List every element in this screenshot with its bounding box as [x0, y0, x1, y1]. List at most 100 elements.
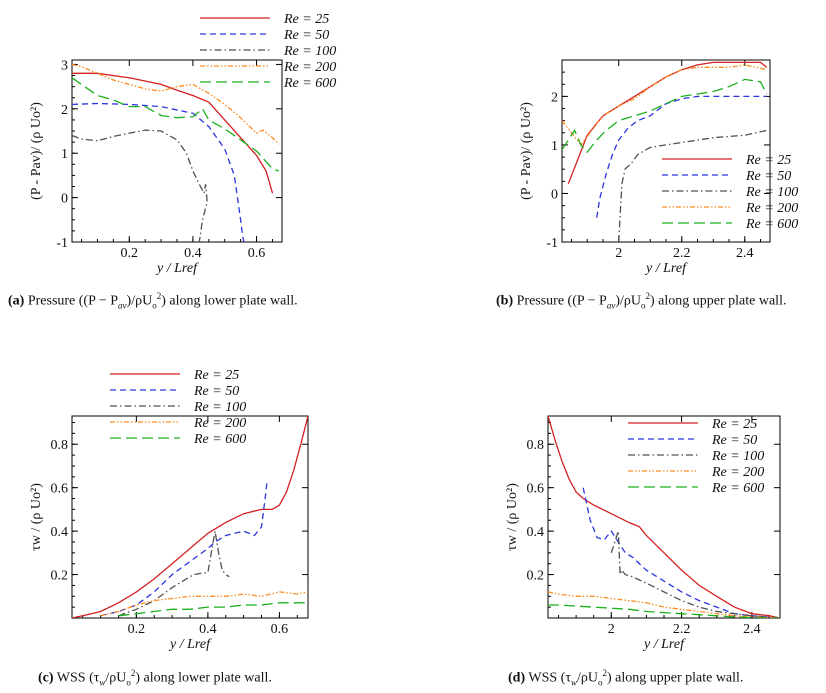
series-line-2 [596, 95, 767, 218]
series-line-3 [72, 129, 208, 242]
series-line-5 [562, 78, 768, 154]
x-tick-label: 2 [608, 622, 615, 637]
caption-c-text: WSS (τ [56, 670, 100, 686]
series-line-3 [618, 129, 767, 242]
y-tick-label: 0.6 [51, 482, 69, 497]
legend-label-5: Re = 600 [283, 76, 336, 91]
legend-label-1: Re = 25 [711, 417, 757, 432]
legend-label-2: Re = 50 [283, 28, 329, 43]
x-tick-label: 0.4 [184, 246, 202, 261]
legend-label-1: Re = 25 [283, 12, 329, 27]
legend-label-5: Re = 600 [711, 481, 764, 496]
x-axis-label: y / Lref [644, 261, 688, 276]
legend-label-3: Re = 100 [283, 44, 336, 59]
chart-panel-b: 2 2.2 2.4 -1 0 1 2 y / Lref (P - Pav)/ (ρ Uo²) Re… [519, 59, 798, 276]
caption-d-text: WSS (τ [528, 670, 571, 686]
series-line-2 [582, 487, 780, 618]
caption-b-label: (b) [496, 293, 514, 309]
y-tick-label: 1 [551, 139, 558, 154]
series-line-1 [72, 72, 274, 194]
y-tick-label: -1 [546, 236, 558, 251]
chart-panel-c: 0.2 0.4 0.6 0.2 0.4 0.6 0.8 y / Lref τw / (ρ Uo²… [29, 368, 309, 652]
x-tick-label: 2.2 [673, 622, 691, 637]
legend-label-2: Re = 50 [745, 169, 791, 184]
series-line-4 [100, 591, 308, 617]
series-line-4 [72, 63, 280, 145]
y-axis-label: (P - Pav)/ (ρ Uo²) [29, 102, 44, 200]
y-tick-label: 2 [61, 103, 68, 118]
caption-a: (a) Pressure ((P − Pav)/ρUo2) along lowe… [8, 285, 368, 316]
y-tick-label: 2 [551, 90, 558, 105]
x-tick-label: 2.2 [673, 246, 691, 261]
y-axis-label: τw / (ρ Uo²) [505, 483, 520, 551]
legend-label-1: Re = 25 [745, 153, 791, 168]
caption-c-label: (c) [38, 670, 54, 686]
y-tick-label: 0.4 [51, 525, 69, 540]
y-tick-label: 0.6 [527, 482, 545, 497]
legend-label-5: Re = 600 [745, 217, 798, 232]
y-tick-label: 1 [61, 147, 68, 162]
caption-a-text: Pressure ((P − P [27, 293, 119, 309]
legend-label-3: Re = 100 [193, 400, 246, 415]
plot-frame [561, 59, 771, 243]
x-axis-label: y / Lref [642, 637, 686, 652]
x-tick-label: 0.2 [121, 246, 139, 261]
caption-a-sup: 2 [156, 291, 162, 301]
caption-b: (b) Pressure ((P − Pav)/ρUo2) along uppe… [496, 285, 826, 316]
series-line-1 [72, 416, 308, 618]
caption-d-sub: w [570, 677, 577, 688]
y-axis-label: τw / (ρ Uo²) [29, 483, 44, 551]
legend-label-4: Re = 200 [745, 201, 798, 216]
caption-a-tail: ) along lower plate wall. [161, 293, 298, 309]
caption-a-label: (a) [8, 293, 25, 309]
y-tick-label: 0.8 [527, 438, 545, 453]
legend-label-2: Re = 50 [711, 433, 757, 448]
caption-c: (c) WSS (τw/ρUo2) along lower plate wall… [38, 662, 398, 693]
caption-a-sub: av [118, 300, 127, 311]
chart-panel-a: 0.2 0.4 0.6 -1 0 1 2 3 y / Lref (P - Pav)/ (ρ Uo²… [29, 12, 336, 276]
legend-label-3: Re = 100 [711, 449, 764, 464]
caption-b-sup: 2 [645, 291, 651, 301]
y-tick-label: 0 [551, 187, 558, 202]
caption-c-sub2: o [126, 677, 131, 688]
caption-d: (d) WSS (τw/ρUo2) along upper plate wall… [508, 662, 826, 693]
caption-b-tail: ) along upper plate wall. [650, 293, 787, 309]
y-axis-label: (P - Pav)/ (ρ Uo²) [519, 102, 534, 200]
caption-d-sub2: o [597, 677, 603, 688]
y-tick-label: 0.8 [51, 438, 69, 453]
caption-c-sup: 2 [130, 668, 136, 678]
caption-a-rest: )/ρU [126, 293, 153, 309]
caption-b-text: Pressure ((P − P [516, 293, 607, 309]
caption-b-sub: av [606, 300, 616, 311]
x-axis-label: y / Lref [155, 261, 199, 276]
y-tick-label: 0.4 [527, 525, 545, 540]
series-line-1 [548, 416, 780, 618]
x-tick-label: 0.6 [248, 246, 266, 261]
x-tick-label: 2 [615, 246, 622, 261]
caption-d-sup: 2 [602, 668, 607, 678]
legend-label-2: Re = 50 [193, 384, 239, 399]
x-tick-label: 0.4 [199, 622, 217, 637]
x-tick-label: 2.4 [743, 622, 761, 637]
caption-d-tail: ) along upper plate wall. [606, 670, 744, 686]
y-tick-label: 0 [61, 192, 68, 207]
series-line-4 [562, 64, 767, 146]
x-tick-label: 0.6 [271, 622, 289, 637]
series-line-2 [72, 102, 245, 242]
caption-b-sub2: o [641, 300, 646, 311]
legend-label-1: Re = 25 [193, 368, 239, 383]
legend-label-4: Re = 200 [711, 465, 764, 480]
legend-label-4: Re = 200 [193, 416, 246, 431]
legend-label-4: Re = 200 [283, 60, 336, 75]
legend-label-5: Re = 600 [193, 432, 246, 447]
y-tick-label: 0.2 [51, 569, 69, 584]
chart-panel-d: 2 2.2 2.4 0.2 0.4 0.6 0.8 y / Lref τw / (ρ Uo²) R… [505, 415, 781, 652]
caption-c-rest: /ρU [105, 670, 127, 686]
caption-c-sub: w [99, 677, 106, 688]
series-line-2 [100, 483, 268, 617]
y-tick-label: -1 [56, 236, 68, 251]
x-tick-label: 0.2 [128, 622, 146, 637]
